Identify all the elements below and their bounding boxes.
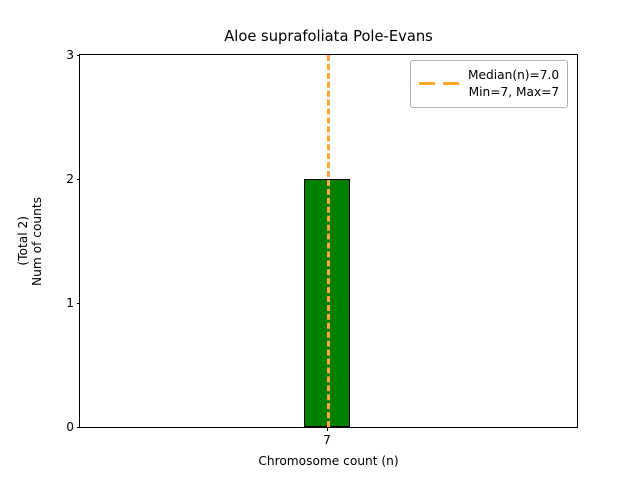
y-axis-label: Num of counts (Total 2) xyxy=(0,54,60,428)
xtick-label: 7 xyxy=(323,433,331,447)
ytick-mark xyxy=(76,303,80,305)
xtick-mark xyxy=(327,427,329,431)
chart-title: Aloe suprafoliata Pole-Evans xyxy=(224,28,433,45)
legend-text: Median(n)=7.0 Min=7, Max=7 xyxy=(468,67,559,101)
ytick-label: 1 xyxy=(66,295,74,310)
y-axis-label-line2: (Total 2) xyxy=(15,216,30,266)
ytick-mark xyxy=(76,178,80,181)
ytick-label: 3 xyxy=(66,47,74,62)
ytick-mark xyxy=(76,427,80,429)
legend-dashed-line-icon xyxy=(419,77,461,91)
legend-label-minmax: Min=7, Max=7 xyxy=(468,84,560,99)
y-axis-label-line1: Num of counts xyxy=(30,196,44,286)
plot-area: 0 1 2 3 7 xyxy=(66,49,578,446)
plot-clip xyxy=(80,55,577,427)
ytick-label: 0 xyxy=(66,419,74,434)
ytick-mark xyxy=(76,55,80,57)
legend-label-median: Median(n)=7.0 xyxy=(468,68,560,82)
ytick-label: 2 xyxy=(66,171,74,186)
median-line xyxy=(327,55,330,427)
x-axis-label: Chromosome count (n) xyxy=(258,454,399,468)
chart-legend: Median(n)=7.0 Min=7, Max=7 xyxy=(410,60,569,108)
